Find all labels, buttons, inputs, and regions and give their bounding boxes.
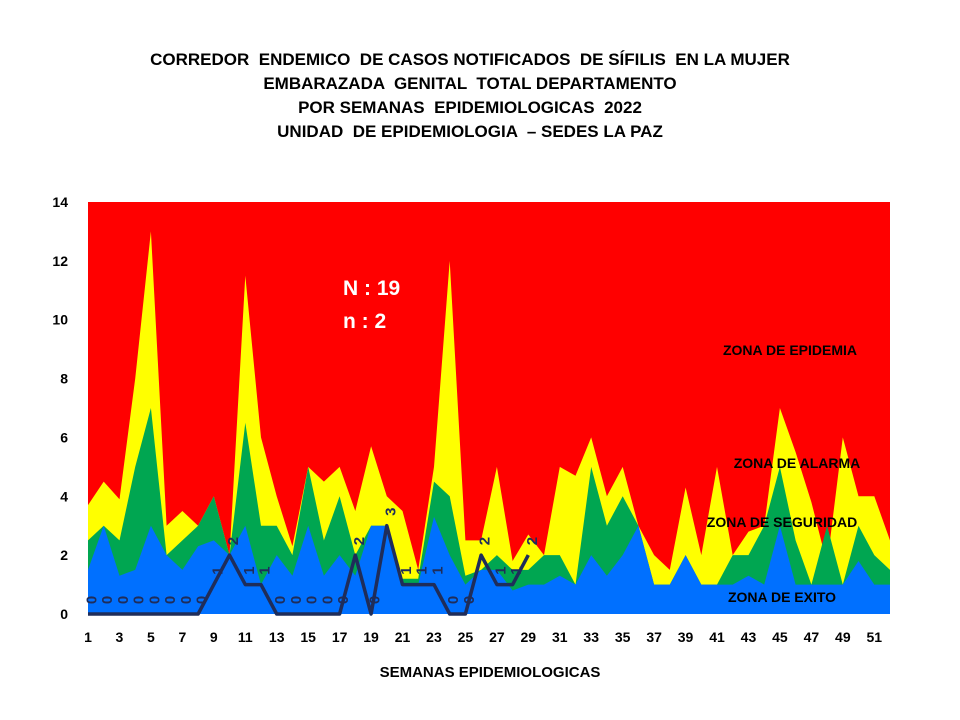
x-tick-label-27: 27 (489, 629, 505, 645)
x-tick-label-49: 49 (835, 629, 851, 645)
data-label-week-28: 1 (508, 566, 525, 574)
x-tick-label-5: 5 (147, 629, 155, 645)
data-label-week-26: 2 (477, 537, 494, 545)
x-tick-label-15: 15 (300, 629, 316, 645)
x-tick-label-9: 9 (210, 629, 218, 645)
x-tick-label-51: 51 (866, 629, 882, 645)
data-label-week-24: 0 (445, 596, 462, 604)
data-label-week-19: 0 (367, 596, 384, 604)
zone-label-3: ZONA DE SEGURIDAD (707, 514, 857, 530)
x-tick-label-39: 39 (678, 629, 694, 645)
data-label-week-15: 0 (304, 596, 321, 604)
x-tick-label-7: 7 (178, 629, 186, 645)
data-label-week-12: 1 (257, 566, 274, 574)
x-tick-label-17: 17 (332, 629, 348, 645)
title-line-2: EMBARAZADA GENITAL TOTAL DEPARTAMENTO (263, 74, 677, 93)
x-tick-label-43: 43 (741, 629, 757, 645)
cases-line (88, 523, 530, 616)
data-label-week-16: 0 (319, 596, 336, 604)
data-label-week-23: 1 (430, 566, 447, 574)
y-tick-label-14: 14 (52, 194, 68, 210)
x-tick-label-37: 37 (646, 629, 662, 645)
x-tick-label-21: 21 (395, 629, 411, 645)
x-tick-label-35: 35 (615, 629, 631, 645)
data-label-week-11: 1 (241, 566, 258, 574)
data-label-week-22: 1 (414, 566, 431, 574)
zone-label-2: ZONA DE ALARMA (734, 455, 861, 471)
x-tick-label-11: 11 (238, 629, 253, 645)
data-label-week-3: 0 (115, 596, 132, 604)
x-tick-label-33: 33 (583, 629, 599, 645)
y-tick-label-4: 4 (60, 488, 68, 504)
data-label-week-25: 0 (461, 596, 478, 604)
x-tick-label-45: 45 (772, 629, 788, 645)
x-axis-title: SEMANAS EPIDEMIOLOGICAS (379, 664, 601, 681)
title-line-3: POR SEMANAS EPIDEMIOLOGICAS 2022 (298, 98, 642, 117)
data-label-week-8: 0 (194, 596, 211, 604)
x-tick-label-47: 47 (804, 629, 820, 645)
title-line-4: UNIDAD DE EPIDEMIOLOGIA – SEDES LA PAZ (277, 122, 663, 141)
data-label-week-14: 0 (288, 596, 305, 604)
x-tick-label-29: 29 (521, 629, 537, 645)
data-label-week-1: 0 (84, 596, 101, 604)
zones-layer (88, 202, 890, 614)
data-label-week-21: 1 (398, 566, 415, 574)
x-tick-label-1: 1 (84, 629, 92, 645)
zone-label-1: ZONA DE EPIDEMIA (723, 342, 857, 358)
data-label-week-6: 0 (162, 596, 179, 604)
data-label-week-27: 1 (492, 566, 509, 574)
data-label-week-29: 2 (524, 537, 541, 545)
y-tick-label-0: 0 (60, 606, 68, 622)
data-label-week-4: 0 (131, 596, 148, 604)
title-line-1: CORREDOR ENDEMICO DE CASOS NOTIFICADOS D… (150, 50, 790, 69)
zone-area-4 (88, 516, 890, 614)
data-label-week-18: 2 (351, 537, 368, 545)
data-label-week-13: 0 (272, 596, 289, 604)
data-label-week-5: 0 (146, 596, 163, 604)
data-label-week-20: 3 (382, 508, 399, 516)
data-label-week-9: 1 (209, 566, 226, 574)
y-tick-label-10: 10 (52, 312, 68, 328)
zone-label-4: ZONA DE EXITO (728, 589, 836, 605)
x-tick-label-19: 19 (363, 629, 379, 645)
x-tick-label-3: 3 (116, 629, 124, 645)
annotation-2: n : 2 (343, 310, 386, 333)
annotation-1: N : 19 (343, 277, 400, 300)
zone-area-2 (88, 231, 890, 614)
x-tick-label-25: 25 (458, 629, 474, 645)
y-tick-label-12: 12 (52, 253, 68, 269)
y-tick-label-8: 8 (60, 371, 68, 387)
y-tick-label-6: 6 (60, 429, 68, 445)
x-tick-label-23: 23 (426, 629, 442, 645)
y-tick-label-2: 2 (60, 547, 68, 563)
data-label-week-17: 0 (335, 596, 352, 604)
x-tick-label-13: 13 (269, 629, 285, 645)
data-label-week-7: 0 (178, 596, 195, 604)
label-layer: ZONA DE EPIDEMIA ZONA DE ALARMA ZONA DE SE… (343, 277, 860, 605)
x-tick-label-41: 41 (709, 629, 725, 645)
data-label-week-2: 0 (99, 596, 116, 604)
x-tick-label-31: 31 (552, 629, 568, 645)
data-label-week-10: 2 (225, 537, 242, 545)
chart-title: CORREDOR ENDEMICO DE CASOS NOTIFICADOS D… (0, 48, 940, 144)
